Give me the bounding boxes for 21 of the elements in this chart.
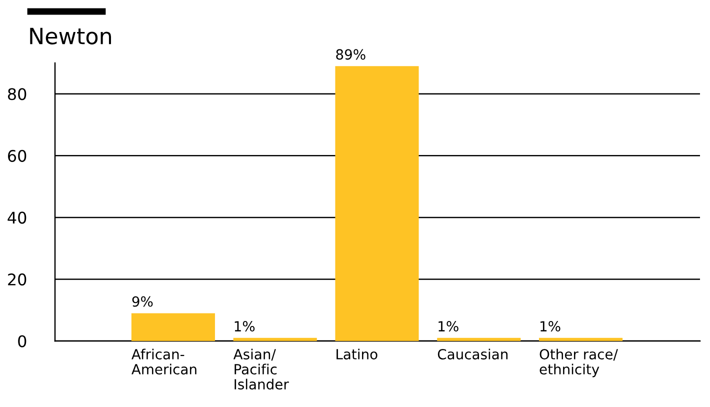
bar (131, 313, 215, 341)
data-label: 1% (540, 321, 560, 332)
bar (335, 66, 419, 341)
data-label: 1% (438, 321, 458, 332)
data-label: 1% (234, 321, 255, 332)
bar (539, 338, 623, 341)
y-tick-label: 80 (8, 88, 26, 100)
chart-title: Newton (30, 28, 111, 44)
x-tick-label: African- American (132, 348, 196, 374)
bar (233, 338, 317, 341)
x-tick-label: Latino (336, 348, 378, 360)
x-tick-label: Caucasian (438, 348, 508, 360)
data-label: 9% (132, 296, 153, 307)
y-tick-label: 20 (8, 273, 26, 286)
y-tick-label: 60 (8, 150, 26, 162)
x-tick-label: Asian/ Pacific Islander (233, 348, 289, 390)
data-label: 89% (336, 49, 366, 60)
bar (437, 338, 521, 341)
y-tick-label: 40 (8, 212, 26, 224)
y-tick-label: 0 (18, 335, 26, 348)
x-tick-label: Other race/ ethnicity (540, 348, 618, 378)
